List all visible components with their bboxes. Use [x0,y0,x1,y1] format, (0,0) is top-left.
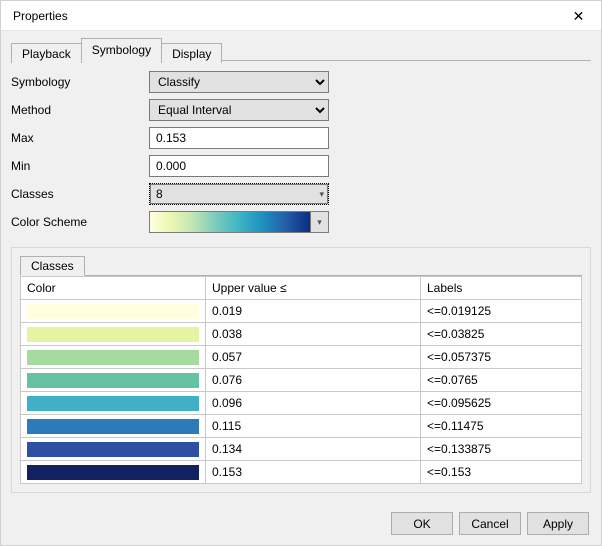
chevron-down-icon: ▾ [319,189,324,200]
label-cell[interactable]: <=0.03825 [421,323,582,346]
color-cell[interactable] [21,300,206,323]
table-row[interactable]: 0.134<=0.133875 [21,438,582,461]
min-label: Min [11,159,149,173]
max-input[interactable] [149,127,329,149]
classes-value: 8 [156,187,163,201]
symbology-select[interactable]: Classify [149,71,329,93]
symbology-label: Symbology [11,75,149,89]
inner-tabstrip: Classes [20,256,582,276]
color-cell[interactable] [21,392,206,415]
color-swatch [27,442,199,457]
ok-button[interactable]: OK [391,512,453,535]
label-cell[interactable]: <=0.11475 [421,415,582,438]
main-tabstrip: Playback Symbology Display [11,39,591,61]
header-color[interactable]: Color [21,277,206,300]
chevron-down-icon: ▾ [310,212,328,232]
method-select[interactable]: Equal Interval [149,99,329,121]
color-cell[interactable] [21,346,206,369]
upper-value-cell[interactable]: 0.134 [206,438,421,461]
table-row[interactable]: 0.038<=0.03825 [21,323,582,346]
close-icon[interactable]: ✕ [556,1,601,31]
label-cell[interactable]: <=0.095625 [421,392,582,415]
window-title: Properties [13,9,68,23]
table-row[interactable]: 0.096<=0.095625 [21,392,582,415]
tab-classes[interactable]: Classes [20,256,85,276]
table-row[interactable]: 0.076<=0.0765 [21,369,582,392]
classes-label: Classes [11,187,149,201]
tab-playback[interactable]: Playback [11,43,82,63]
tab-display[interactable]: Display [161,43,222,63]
color-swatch [27,465,199,480]
table-row[interactable]: 0.153<=0.153 [21,461,582,484]
upper-value-cell[interactable]: 0.115 [206,415,421,438]
color-swatch [27,304,199,319]
color-swatch [27,327,199,342]
color-cell[interactable] [21,415,206,438]
color-swatch [27,350,199,365]
color-swatch [27,419,199,434]
color-cell[interactable] [21,369,206,392]
table-row[interactable]: 0.019<=0.019125 [21,300,582,323]
classes-groupbox: Classes Color Upper value ≤ Labels 0.019… [11,247,591,493]
upper-value-cell[interactable]: 0.038 [206,323,421,346]
upper-value-cell[interactable]: 0.057 [206,346,421,369]
color-cell[interactable] [21,438,206,461]
min-input[interactable] [149,155,329,177]
dialog-footer: OK Cancel Apply [391,512,589,535]
apply-button[interactable]: Apply [527,512,589,535]
color-cell[interactable] [21,461,206,484]
label-cell[interactable]: <=0.019125 [421,300,582,323]
upper-value-cell[interactable]: 0.019 [206,300,421,323]
symbology-form: Symbology Classify Method Equal Interval… [11,61,591,493]
table-row[interactable]: 0.115<=0.11475 [21,415,582,438]
label-cell[interactable]: <=0.153 [421,461,582,484]
header-labels[interactable]: Labels [421,277,582,300]
method-label: Method [11,103,149,117]
label-cell[interactable]: <=0.133875 [421,438,582,461]
color-swatch [27,373,199,388]
titlebar: Properties ✕ [1,1,601,31]
table-row[interactable]: 0.057<=0.057375 [21,346,582,369]
upper-value-cell[interactable]: 0.096 [206,392,421,415]
upper-value-cell[interactable]: 0.153 [206,461,421,484]
upper-value-cell[interactable]: 0.076 [206,369,421,392]
client-area: Playback Symbology Display Symbology Cla… [1,31,601,545]
max-label: Max [11,131,149,145]
header-upper[interactable]: Upper value ≤ [206,277,421,300]
color-swatch [27,396,199,411]
color-cell[interactable] [21,323,206,346]
color-scheme-label: Color Scheme [11,215,149,229]
color-scheme-select[interactable]: ▾ [149,211,329,233]
classes-select[interactable]: 8 ▾ [149,183,329,205]
color-scheme-gradient [150,212,310,232]
tab-symbology[interactable]: Symbology [81,38,162,61]
label-cell[interactable]: <=0.057375 [421,346,582,369]
cancel-button[interactable]: Cancel [459,512,521,535]
classes-table: Color Upper value ≤ Labels 0.019<=0.0191… [20,276,582,484]
label-cell[interactable]: <=0.0765 [421,369,582,392]
